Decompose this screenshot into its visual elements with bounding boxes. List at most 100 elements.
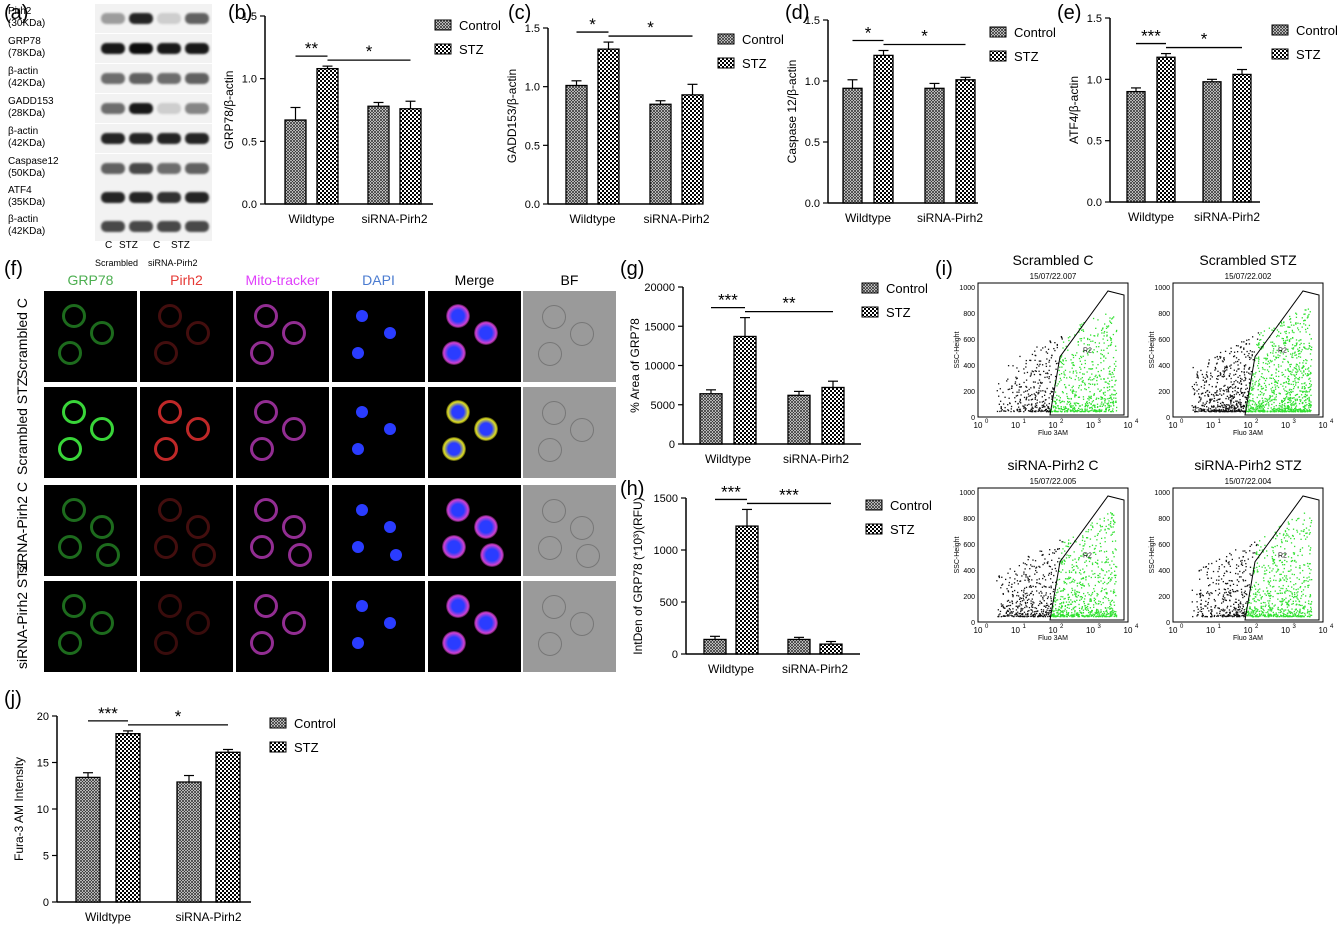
flow-dot	[1065, 545, 1067, 547]
flow-dot	[1218, 592, 1221, 594]
flow-dot	[1072, 409, 1074, 411]
flow-dot	[1028, 606, 1031, 609]
flow-dot	[1230, 386, 1232, 388]
flow-dot	[1296, 577, 1298, 579]
flow-dot	[1259, 378, 1261, 381]
flow-dot	[1255, 544, 1258, 547]
flow-dot	[1099, 542, 1101, 545]
flow-dot	[1107, 513, 1109, 515]
flow-dot	[1096, 592, 1098, 595]
flow-dot	[1057, 548, 1059, 550]
flow-dot	[1114, 540, 1117, 542]
flow-dot	[1089, 612, 1092, 614]
flow-dot	[1097, 611, 1099, 613]
flow-dot	[1009, 612, 1011, 614]
flow-dot	[1064, 550, 1066, 552]
flow-dot	[1235, 614, 1237, 616]
legend-label: STZ	[1296, 47, 1321, 62]
flow-gate-label: R2	[1278, 348, 1287, 355]
flow-dot	[1267, 581, 1269, 583]
flow-dot	[1295, 365, 1297, 367]
flow-xtick: 10	[1244, 421, 1253, 430]
flow-dot	[1010, 614, 1012, 616]
flow-dot	[1105, 550, 1108, 553]
flow-dot	[1268, 383, 1270, 386]
flow-dot	[1274, 590, 1276, 592]
flow-dot	[1031, 393, 1033, 396]
flow-dot	[1237, 609, 1239, 611]
flow-dot	[1096, 406, 1099, 408]
flow-dot	[1104, 381, 1106, 383]
flow-dot	[1076, 372, 1078, 374]
flow-dot	[1272, 329, 1275, 332]
flow-dot	[1287, 405, 1289, 408]
flow-dot	[1204, 605, 1206, 607]
flow-dot	[1072, 372, 1074, 374]
flow-dot	[1091, 401, 1093, 403]
flow-dot	[1100, 603, 1102, 606]
flow-dot	[1237, 565, 1240, 567]
flow-dot	[1099, 611, 1102, 613]
flow-dot	[1291, 373, 1293, 376]
flow-dot	[1050, 374, 1052, 376]
flow-dot	[1021, 589, 1023, 592]
flow-dot	[1302, 530, 1304, 532]
flow-dot	[1081, 606, 1084, 608]
flow-dot	[1225, 599, 1227, 602]
flow-dot	[1202, 566, 1205, 568]
flow-dot	[1301, 386, 1304, 388]
flow-dot	[1247, 355, 1249, 357]
y-tick-label: 10000	[644, 361, 675, 373]
flow-dot	[1279, 332, 1282, 334]
flow-dot	[1308, 611, 1311, 613]
flow-dot	[1301, 547, 1304, 549]
flow-dot	[1012, 391, 1014, 394]
flow-dot	[1042, 410, 1044, 412]
flow-dot	[1083, 373, 1085, 375]
flow-dot	[1044, 402, 1046, 404]
flow-dot	[1266, 398, 1268, 400]
flow-dot	[1230, 377, 1232, 380]
flow-dot	[1208, 362, 1210, 364]
flow-dot	[1226, 395, 1229, 398]
flow-dot	[1025, 398, 1028, 400]
flow-dot	[1084, 595, 1086, 597]
flow-dot	[1046, 387, 1048, 390]
flow-dot	[1201, 392, 1203, 395]
flow-dot	[1235, 393, 1238, 395]
flow-dot	[1308, 567, 1310, 570]
flow-dot	[1237, 409, 1240, 412]
flow-dot	[1227, 410, 1230, 412]
flow-dot	[1303, 396, 1305, 398]
flow-dot	[1030, 387, 1032, 389]
flow-dot	[1269, 352, 1272, 354]
flow-dot	[1289, 577, 1291, 579]
flow-dot	[1050, 585, 1052, 587]
flow-dot	[1088, 556, 1090, 559]
flow-dot	[1246, 611, 1248, 613]
flow-dot	[1260, 338, 1262, 341]
flow-dot	[1280, 614, 1282, 616]
cell-blob	[384, 617, 396, 629]
flow-dot	[1064, 608, 1066, 610]
flow-dot	[1303, 564, 1306, 566]
flow-dot	[1298, 604, 1300, 606]
flow-dot	[1305, 580, 1307, 582]
flow-dot	[1243, 348, 1245, 350]
flow-dot	[1287, 326, 1289, 328]
flow-dot	[1268, 583, 1270, 585]
micro-image	[332, 581, 425, 672]
y-tick-label: 0.5	[525, 140, 540, 152]
flow-dot	[1048, 376, 1050, 378]
flow-dot	[1253, 567, 1256, 569]
flow-dot	[1284, 341, 1286, 343]
flow-dot	[1038, 565, 1040, 568]
flow-dot	[1310, 405, 1312, 407]
flow-dot	[1082, 577, 1085, 580]
flow-dot	[1064, 369, 1067, 371]
flow-dot	[1078, 614, 1080, 617]
flow-dot	[1306, 391, 1309, 393]
flow-dot	[1252, 552, 1254, 554]
flow-dot	[1063, 587, 1065, 590]
flow-dot	[1272, 398, 1274, 401]
